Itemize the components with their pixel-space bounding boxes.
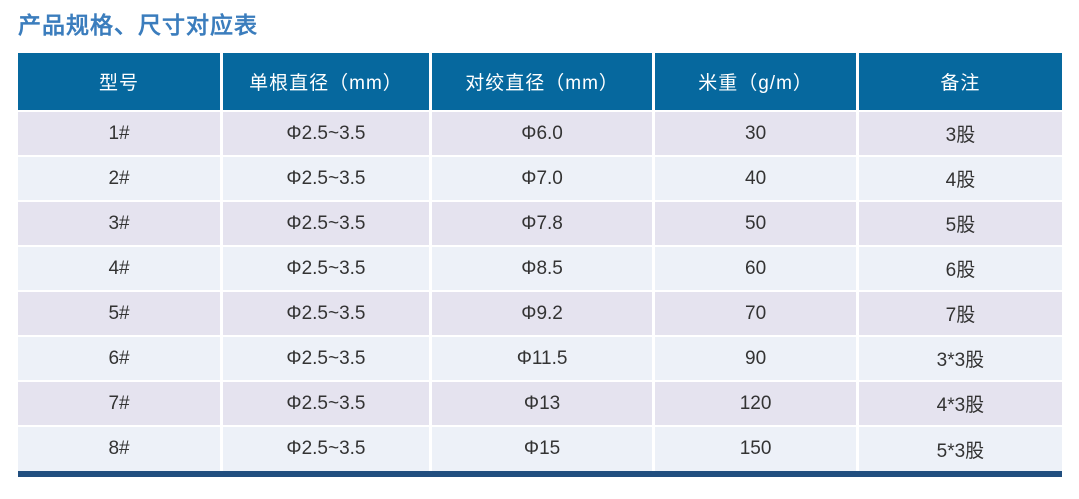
table-row: 2# Φ2.5~3.5 Φ7.0 40 4股	[18, 156, 1062, 202]
table-row: 7# Φ2.5~3.5 Φ13 120 4*3股	[18, 381, 1062, 427]
cell-remark: 3*3股	[857, 336, 1062, 382]
cell-twist-diameter: Φ8.5	[430, 246, 656, 292]
cell-single-diameter: Φ2.5~3.5	[221, 246, 432, 292]
table-row: 1# Φ2.5~3.5 Φ6.0 30 3股	[18, 111, 1062, 157]
cell-model: 2#	[18, 156, 224, 202]
cell-remark: 5股	[857, 201, 1062, 247]
col-header-meter-weight: 米重（g/m）	[653, 53, 859, 112]
cell-remark: 4*3股	[857, 381, 1062, 427]
cell-twist-diameter: Φ13	[430, 381, 656, 427]
cell-twist-diameter: Φ11.5	[430, 336, 656, 382]
table-row: 3# Φ2.5~3.5 Φ7.8 50 5股	[18, 201, 1062, 247]
cell-meter-weight: 60	[653, 246, 859, 292]
page-title: 产品规格、尺寸对应表	[18, 12, 258, 38]
cell-model: 5#	[18, 291, 224, 337]
cell-single-diameter: Φ2.5~3.5	[221, 111, 432, 157]
table-row: 6# Φ2.5~3.5 Φ11.5 90 3*3股	[18, 336, 1062, 382]
table-row: 4# Φ2.5~3.5 Φ8.5 60 6股	[18, 246, 1062, 292]
cell-model: 1#	[18, 111, 224, 157]
cell-meter-weight: 30	[653, 111, 859, 157]
cell-single-diameter: Φ2.5~3.5	[221, 426, 432, 471]
cell-meter-weight: 50	[653, 201, 859, 247]
spec-table: 型号 单根直径（mm） 对绞直径（mm） 米重（g/m） 备注 1# Φ2.5~…	[18, 53, 1062, 471]
col-header-remark: 备注	[857, 53, 1062, 112]
table-header: 型号 单根直径（mm） 对绞直径（mm） 米重（g/m） 备注	[18, 53, 1062, 112]
col-header-twist-diameter: 对绞直径（mm）	[430, 53, 656, 112]
cell-meter-weight: 70	[653, 291, 859, 337]
table-body: 1# Φ2.5~3.5 Φ6.0 30 3股 2# Φ2.5~3.5 Φ7.0 …	[18, 111, 1062, 471]
table-row: 5# Φ2.5~3.5 Φ9.2 70 7股	[18, 291, 1062, 337]
table-row: 8# Φ2.5~3.5 Φ15 150 5*3股	[18, 426, 1062, 471]
cell-model: 8#	[18, 426, 224, 471]
cell-remark: 3股	[857, 111, 1062, 157]
cell-twist-diameter: Φ9.2	[430, 291, 656, 337]
cell-meter-weight: 90	[653, 336, 859, 382]
cell-meter-weight: 150	[653, 426, 859, 471]
cell-model: 4#	[18, 246, 224, 292]
cell-single-diameter: Φ2.5~3.5	[221, 291, 432, 337]
col-header-model: 型号	[18, 53, 224, 112]
cell-remark: 4股	[857, 156, 1062, 202]
cell-single-diameter: Φ2.5~3.5	[221, 381, 432, 427]
cell-single-diameter: Φ2.5~3.5	[221, 201, 432, 247]
cell-remark: 6股	[857, 246, 1062, 292]
page: 产品规格、尺寸对应表 型号 单根直径（mm） 对绞直径（mm） 米重（g/m） …	[18, 12, 1062, 477]
cell-single-diameter: Φ2.5~3.5	[221, 336, 432, 382]
cell-remark: 7股	[857, 291, 1062, 337]
cell-remark: 5*3股	[857, 426, 1062, 471]
cell-meter-weight: 120	[653, 381, 859, 427]
cell-meter-weight: 40	[653, 156, 859, 202]
header-row: 型号 单根直径（mm） 对绞直径（mm） 米重（g/m） 备注	[18, 53, 1062, 112]
table-bottom-border	[18, 471, 1062, 477]
cell-model: 3#	[18, 201, 224, 247]
cell-twist-diameter: Φ15	[430, 426, 656, 471]
cell-model: 6#	[18, 336, 224, 382]
cell-twist-diameter: Φ7.8	[430, 201, 656, 247]
cell-twist-diameter: Φ6.0	[430, 111, 656, 157]
cell-twist-diameter: Φ7.0	[430, 156, 656, 202]
cell-model: 7#	[18, 381, 224, 427]
cell-single-diameter: Φ2.5~3.5	[221, 156, 432, 202]
col-header-single-diameter: 单根直径（mm）	[221, 53, 432, 112]
